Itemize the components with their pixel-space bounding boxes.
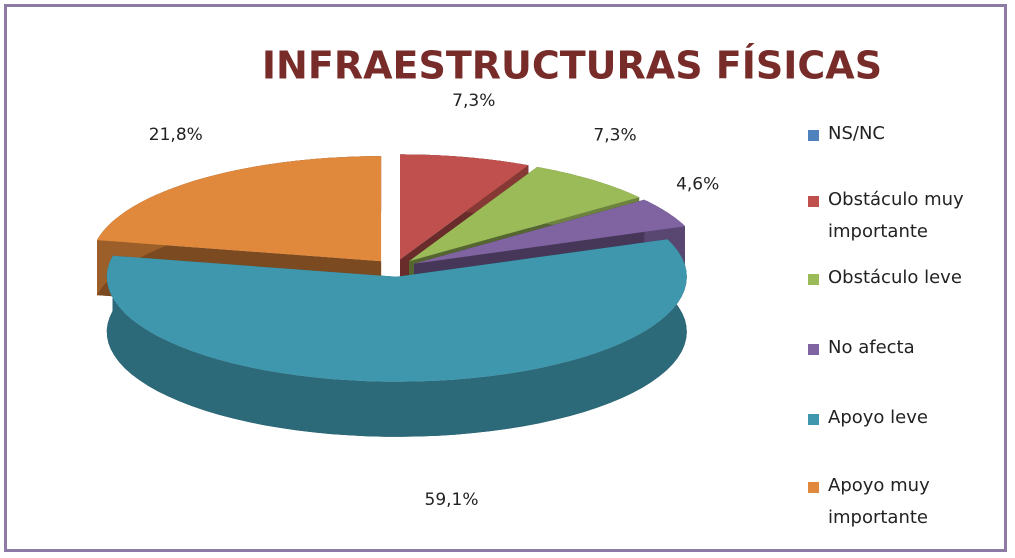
frame <box>4 4 1007 552</box>
legend-item: Obstáculo muy importante <box>808 184 1003 248</box>
legend-item: Obstáculo leve <box>808 262 1003 294</box>
slice-side <box>106 239 687 437</box>
chart-title: INFRAESTRUCTURAS FÍSICAS <box>262 44 882 88</box>
data-label: 7,3% <box>452 91 495 111</box>
slice <box>414 199 685 264</box>
legend-swatch <box>808 344 819 355</box>
legend-item: Apoyo leve <box>808 402 1003 434</box>
data-label: 4,6% <box>676 174 719 194</box>
slice <box>409 167 640 262</box>
legend-item: Apoyo muy importante <box>808 470 1003 534</box>
slice <box>97 156 382 262</box>
legend-swatch <box>808 130 819 141</box>
slice <box>106 239 687 382</box>
data-label: 21,8% <box>149 125 203 145</box>
slice <box>400 154 529 260</box>
legend-label: Obstáculo leve <box>828 267 962 288</box>
legend-label: Apoyo muy importante <box>828 475 930 528</box>
legend-label: Apoyo leve <box>828 407 928 428</box>
legend-swatch <box>808 196 819 207</box>
legend-label: NS/NC <box>828 123 885 144</box>
legend-item: No afecta <box>808 332 1003 364</box>
data-label: 7,3% <box>593 125 636 145</box>
legend-swatch <box>808 482 819 493</box>
legend-item: NS/NC <box>808 118 1003 150</box>
data-label: 59,1% <box>425 490 479 510</box>
legend-label: Obstáculo muy importante <box>828 189 964 242</box>
legend-label: No afecta <box>828 337 915 358</box>
legend-swatch <box>808 414 819 425</box>
legend-swatch <box>808 274 819 285</box>
